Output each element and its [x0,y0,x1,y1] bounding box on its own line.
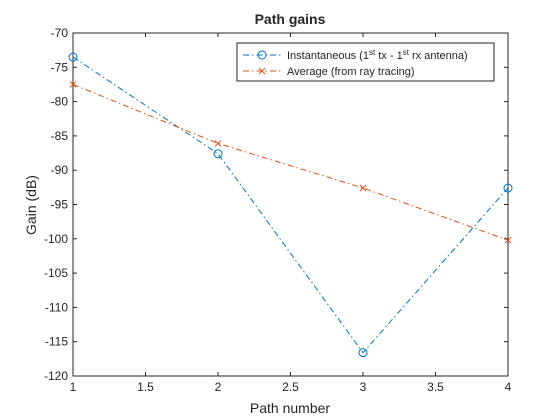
legend-marker-1 [258,67,266,75]
y-tick-label: -120 [44,369,68,383]
x-tick-label: 1 [70,380,77,394]
legend-label-0-part: tx - 1 [375,50,403,62]
y-tick-label: -100 [44,232,68,246]
plot-area-box [72,32,509,377]
x-tick-label: 4 [505,380,512,394]
legend-label-0-part: rx antenna) [409,50,468,62]
series-1-point [214,140,222,147]
x-axis-label: Path number [250,400,330,416]
x-tick-label: 2.5 [282,380,299,394]
series-1-point [359,184,367,192]
legend: Instantaneous (1st tx - 1st rx antenna)A… [236,42,495,82]
x-tick-label: 1.5 [137,380,154,394]
y-tick-label: -70 [51,26,69,40]
plot-series [68,52,513,358]
y-tick-label: -110 [45,300,68,314]
y-tick-label: -95 [51,198,69,212]
series-0-point [503,183,513,193]
series-0-point [213,149,223,159]
series-0-line [72,56,509,354]
legend-label-0: Instantaneous (1st tx - 1st rx antenna) [287,48,468,62]
series-1-point [69,81,77,88]
x-tick-label: 3 [360,380,367,394]
series-0-point [358,348,368,358]
series-0-point [68,52,78,62]
legend-label-0-part: st [403,48,410,57]
y-tick-label: -115 [45,335,68,349]
legend-box [236,42,495,82]
legend-marker-0 [257,50,267,60]
y-tick-label: -90 [51,163,69,177]
y-tick-label: -105 [44,266,68,280]
series-1-line [72,83,509,241]
y-tick-label: -75 [51,60,69,74]
legend-label-0-part: Instantaneous (1 [287,50,369,62]
y-tick-label: -80 [51,95,69,109]
axes: 1 1.5 2 2.5 3 3.5 4 -70 -75 -80 -85 -90 -95 -100 -105 -… [44,26,512,394]
x-tick-label: 3.5 [427,380,444,394]
legend-label-1: Average (from ray tracing) [287,66,415,78]
legend-label-0-part: st [369,48,376,57]
y-tick-label: -85 [51,129,69,143]
y-axis-label: Gain (dB) [23,175,39,235]
series-1-point [504,236,512,244]
chart-title: Path gains [255,11,326,27]
x-tick-label: 2 [215,380,222,394]
